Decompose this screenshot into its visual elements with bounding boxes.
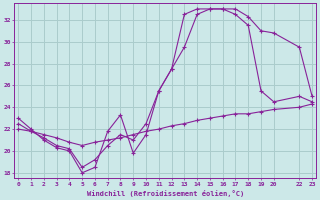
X-axis label: Windchill (Refroidissement éolien,°C): Windchill (Refroidissement éolien,°C) (87, 190, 244, 197)
